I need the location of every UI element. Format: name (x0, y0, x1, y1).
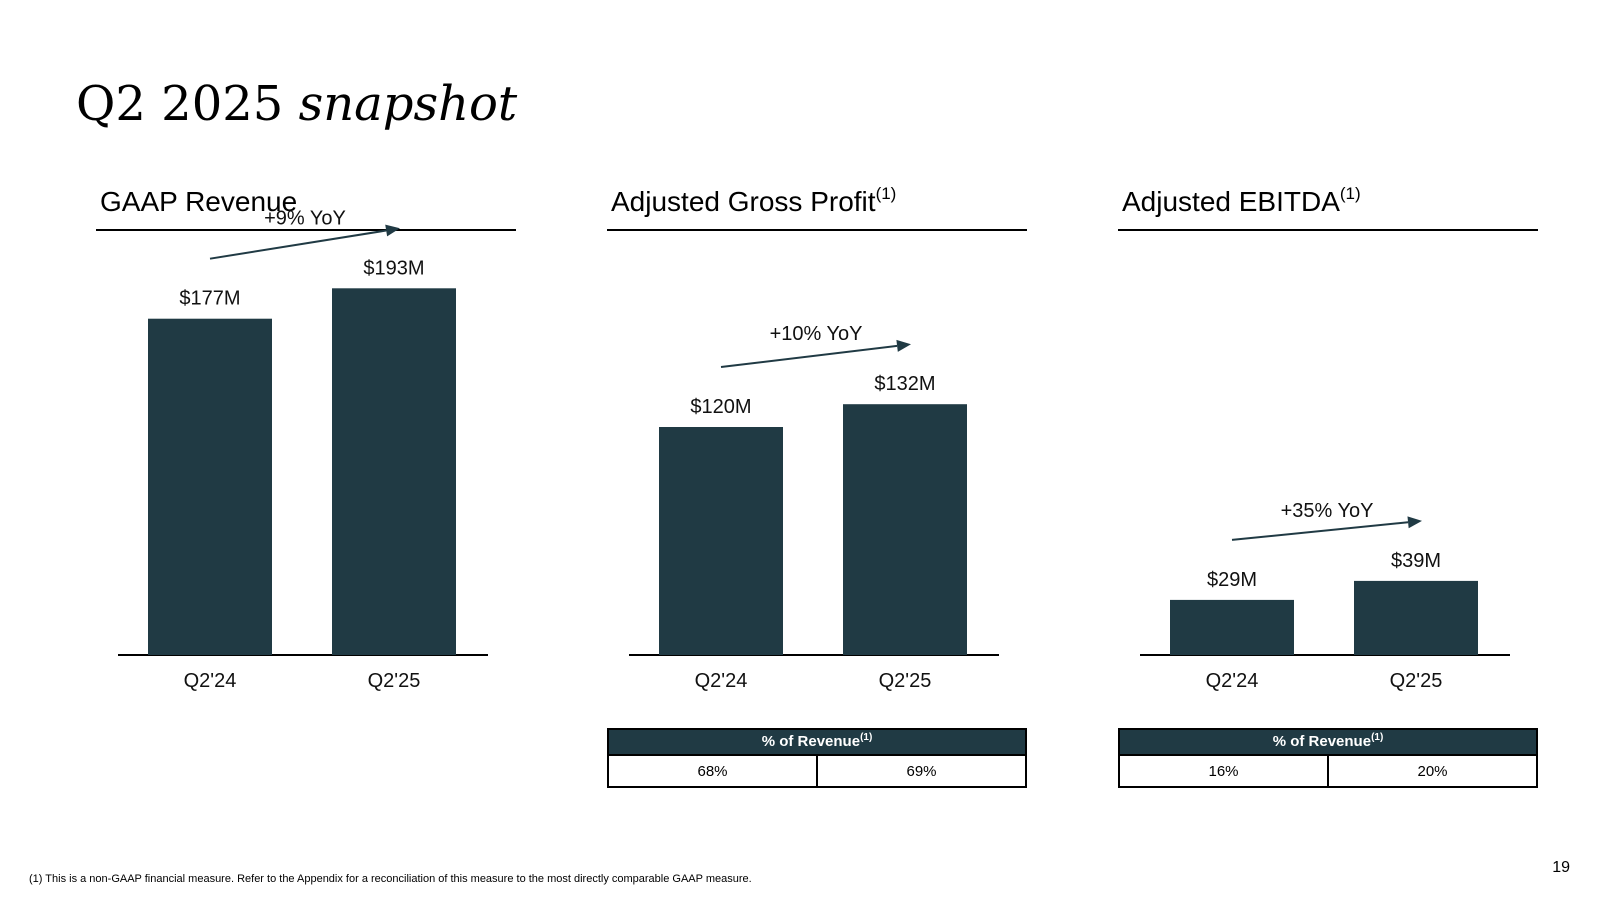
bar-value-label: $39M (1391, 550, 1441, 572)
bar (843, 404, 967, 655)
yoy-arrow-line (720, 344, 898, 368)
bar (148, 318, 272, 655)
yoy-growth-label: +35% YoY (1281, 500, 1374, 522)
page-title-italic: snapshot (298, 76, 518, 132)
bar (659, 427, 783, 655)
yoy-arrow-head-icon (1407, 516, 1422, 529)
percent-of-revenue-header: % of Revenue(1) (1120, 730, 1536, 756)
percent-of-revenue-header-text: % of Revenue (761, 733, 861, 750)
panel-title-text: Adjusted EBITDA (1122, 186, 1340, 217)
percent-of-revenue-table: % of Revenue(1) 16% 20% (1118, 728, 1538, 788)
bar (1170, 599, 1294, 655)
yoy-growth-label: +10% YoY (770, 323, 863, 345)
panel-adjusted-gross-profit: Adjusted Gross Profit(1) $120M Q2'24 $132M… (607, 0, 1027, 900)
yoy-arrow-line (209, 229, 387, 260)
panel-title-rule (607, 229, 1027, 231)
panel-title-footnote-marker: (1) (875, 184, 897, 203)
panel-gaap-revenue: GAAP Revenue $177M Q2'24 $193M Q2'25 +9% YoY (96, 0, 516, 900)
x-tick-label: Q2'25 (1390, 670, 1443, 692)
percent-of-revenue-cell-q2-25: 20% (1327, 756, 1536, 788)
panel-title-text: Adjusted Gross Profit (611, 186, 876, 217)
panel-adjusted-ebitda: Adjusted EBITDA(1) $29M Q2'24 $39M Q2'25 +35… (1118, 0, 1538, 900)
percent-of-revenue-row: 68% 69% (609, 756, 1025, 788)
page-title: Q2 2025 snapshot (76, 74, 517, 134)
panel-title-text: GAAP Revenue (100, 186, 298, 217)
bar (332, 288, 456, 655)
bar (1354, 580, 1478, 655)
panel-title-footnote-marker: (1) (1339, 184, 1361, 203)
panel-title: GAAP Revenue (100, 182, 297, 222)
percent-of-revenue-cell-q2-24: 68% (697, 763, 728, 780)
yoy-arrow-head-icon (385, 224, 400, 237)
x-tick-label: Q2'24 (1206, 670, 1259, 692)
x-tick-label: Q2'25 (879, 670, 932, 692)
bar-value-label: $120M (690, 396, 751, 418)
footnote: (1) This is a non-GAAP financial measure… (29, 873, 752, 885)
adjusted-ebitda-chart: $29M Q2'24 $39M Q2'25 +35% YoY (1140, 500, 1510, 692)
percent-of-revenue-footnote-marker: (1) (860, 732, 873, 743)
x-tick-label: Q2'24 (695, 670, 748, 692)
bar-value-label: $132M (874, 373, 935, 395)
percent-of-revenue-footnote-marker: (1) (1371, 732, 1384, 743)
page-number: 19 (1552, 859, 1570, 876)
bar-value-label: $29M (1207, 569, 1257, 591)
x-tick-label: Q2'25 (368, 670, 421, 692)
yoy-arrow-head-icon (896, 339, 911, 352)
percent-of-revenue-header: % of Revenue(1) (609, 730, 1025, 756)
page-title-regular: Q2 2025 (76, 76, 284, 132)
percent-of-revenue-table: % of Revenue(1) 68% 69% (607, 728, 1027, 788)
percent-of-revenue-cell-q2-24: 16% (1208, 763, 1239, 780)
gaap-revenue-chart: $177M Q2'24 $193M Q2'25 +9% YoY (118, 207, 488, 692)
percent-of-revenue-row: 16% 20% (1120, 756, 1536, 788)
panel-title: Adjusted EBITDA(1) (1122, 182, 1361, 222)
bar-value-label: $193M (363, 257, 424, 279)
percent-of-revenue-cell-q2-25: 69% (816, 756, 1025, 788)
yoy-growth-label: +9% YoY (264, 207, 346, 229)
percent-of-revenue-header-text: % of Revenue (1272, 733, 1372, 750)
panel-title: Adjusted Gross Profit(1) (611, 182, 896, 222)
panel-title-rule (96, 229, 516, 231)
panel-title-rule (1118, 229, 1538, 231)
yoy-arrow-line (1231, 521, 1409, 541)
bar-value-label: $177M (179, 288, 240, 310)
x-tick-label: Q2'24 (184, 670, 237, 692)
adjusted-gross-profit-chart: $120M Q2'24 $132M Q2'25 +10% YoY (629, 323, 999, 692)
